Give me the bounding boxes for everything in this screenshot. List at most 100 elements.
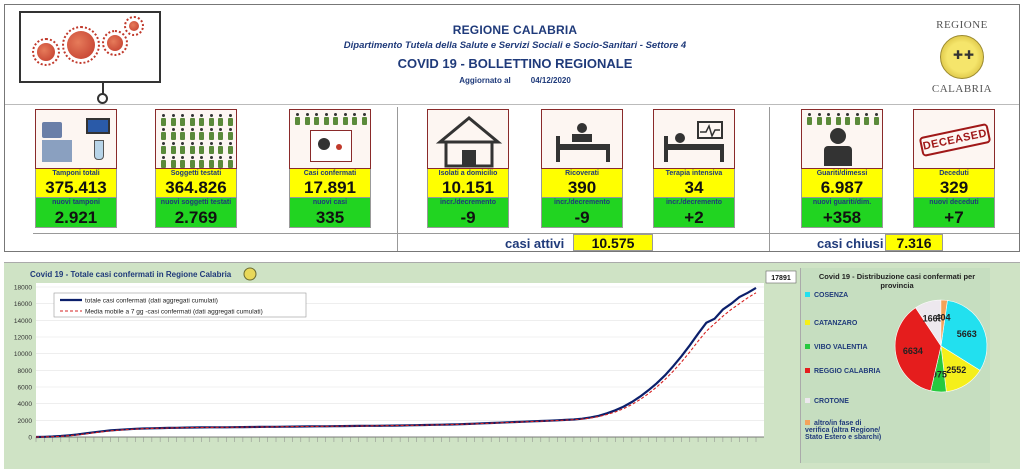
y-tick-label: 6000 (18, 385, 33, 392)
card-value: 10.151 (427, 178, 509, 198)
card-sub-label: incr./decremento (653, 198, 735, 207)
logo-text-top: REGIONE (936, 19, 988, 31)
deceased-stamp-text: DECEASED (918, 122, 992, 158)
pie-data-label: 1663 (923, 314, 943, 324)
last-value-box (765, 270, 797, 284)
pie-slice (894, 307, 942, 392)
last-value-label: 17891 (771, 275, 791, 282)
pie-data-label: 2552 (946, 365, 966, 375)
card-value: 34 (653, 178, 735, 198)
card-value: 375.413 (35, 178, 117, 198)
pie-legend-entry: CATANZARO (805, 320, 887, 327)
y-tick-label: 18000 (14, 285, 32, 292)
card-sub-label: incr./decremento (541, 198, 623, 207)
closed-cases-label: casi chiusi (817, 236, 884, 251)
updated-line: Aggiornato al 04/12/2020 (165, 76, 865, 85)
pie-chart-title: Covid 19 - Distribuzione casi confermati… (818, 272, 976, 290)
updated-date: 04/12/2020 (530, 76, 571, 85)
card-casi: Casi confermati 17.891 nuovi casi 335 (289, 109, 371, 233)
card-sub-value: 2.769 (155, 207, 237, 228)
card-label: Guariti/dimessi (801, 169, 883, 178)
card-sub-value: +7 (913, 207, 995, 228)
y-tick-label: 10000 (14, 351, 32, 358)
card-deceduti: DECEASED Deceduti 329 nuovi deceduti +7 (913, 109, 995, 233)
pie-legend-entry: VIBO VALENTIA (805, 344, 887, 351)
virus-board-icon (19, 11, 161, 104)
people-grid-icon (155, 109, 237, 169)
recovered-person-icon (801, 109, 883, 169)
pie-data-label: 5663 (957, 329, 977, 339)
card-tamponi: Tamponi totali 375.413 nuovi tamponi 2.9… (35, 109, 117, 233)
group-divider (397, 107, 398, 251)
card-sub-value: -9 (541, 207, 623, 228)
region-emblem-icon (243, 267, 257, 281)
card-sub-value: +358 (801, 207, 883, 228)
pie-slice (940, 299, 948, 347)
card-value: 6.987 (801, 178, 883, 198)
y-tick-label: 0 (28, 435, 32, 442)
active-cases-label: casi attivi (505, 236, 565, 251)
logo-text-bottom: CALABRIA (931, 83, 993, 95)
card-isolati: Isolati a domicilio 10.151 incr./decreme… (427, 109, 509, 233)
card-sub-label: nuovi deceduti (913, 198, 995, 207)
bulletin-panel: REGIONE CALABRIA Dipartimento Tutela del… (4, 4, 1020, 252)
card-label: Casi confermati (289, 169, 371, 178)
y-tick-label: 8000 (18, 368, 33, 375)
pie-legend-swatch (805, 368, 810, 373)
series-line-moving-average (35, 292, 757, 438)
pie-legend-swatch (805, 320, 810, 325)
pie-legend-swatch (805, 420, 810, 425)
card-value: 364.826 (155, 178, 237, 198)
pie-legend-label: CATANZARO (814, 320, 858, 327)
card-sub-value: +2 (653, 207, 735, 228)
pie-legend-entry: altro/in fase di verifica (altra Regione… (805, 420, 887, 441)
y-tick-label: 14000 (14, 318, 32, 325)
region-logo: REGIONE CALABRIA (919, 19, 1005, 95)
pie-legend-entry: COSENZA (805, 292, 887, 299)
deceased-stamp-icon: DECEASED (913, 109, 995, 169)
card-guariti: Guariti/dimessi 6.987 nuovi guariti/dim.… (801, 109, 883, 233)
pie-legend-swatch (805, 398, 810, 403)
card-sub-value: 335 (289, 207, 371, 228)
card-sub-label: nuovi guariti/dim. (801, 198, 883, 207)
card-value: 17.891 (289, 178, 371, 198)
department-title: Dipartimento Tutela della Salute e Servi… (343, 40, 687, 51)
card-sub-label: incr./decremento (427, 198, 509, 207)
pie-legend-entry: REGGIO CALABRIA (805, 368, 887, 375)
pie-legend-label: COSENZA (814, 292, 849, 299)
group-divider (769, 107, 770, 251)
line-chart-title: Covid 19 - Totale casi confermati in Reg… (30, 270, 232, 279)
pie-legend-swatch (805, 344, 810, 349)
pie-legend-label: CROTONE (814, 398, 849, 405)
header-text-block: REGIONE CALABRIA Dipartimento Tutela del… (165, 23, 865, 85)
y-tick-label: 12000 (14, 335, 32, 342)
hospital-bed-icon (541, 109, 623, 169)
house-icon (427, 109, 509, 169)
pie-legend-label: REGGIO CALABRIA (814, 368, 881, 375)
active-cases-value: 10.575 (573, 234, 653, 251)
bulletin-header: REGIONE CALABRIA Dipartimento Tutela del… (5, 5, 1019, 105)
card-sub-label: nuovi tamponi (35, 198, 117, 207)
card-label: Terapia intensiva (653, 169, 735, 178)
card-soggetti: Soggetti testati 364.826 nuovi soggetti … (155, 109, 237, 233)
icu-bed-icon (653, 109, 735, 169)
line-chart: Covid 19 - Totale casi confermati in Reg… (14, 267, 797, 442)
bulletin-title: COVID 19 - BOLLETTINO REGIONALE (397, 56, 633, 71)
region-title: REGIONE CALABRIA (452, 23, 578, 37)
y-tick-label: 4000 (18, 401, 33, 408)
legend-entry: totale casi confermati (dati aggregati c… (85, 298, 218, 305)
card-sub-value: -9 (427, 207, 509, 228)
line-legend-box (53, 292, 307, 318)
pie-data-label: 404 (935, 313, 950, 323)
pie-data-label: 6634 (903, 346, 923, 356)
card-label: Deceduti (913, 169, 995, 178)
closed-cases-value: 7.316 (885, 234, 943, 251)
pie-legend-label: VIBO VALENTIA (814, 344, 868, 351)
card-ricoverati: Ricoverati 390 incr./decremento -9 (541, 109, 623, 233)
lab-equipment-icon (35, 109, 117, 169)
region-emblem-icon (940, 35, 984, 79)
y-tick-label: 16000 (14, 301, 32, 308)
summary-row-divider (33, 233, 1019, 251)
card-sub-value: 2.921 (35, 207, 117, 228)
